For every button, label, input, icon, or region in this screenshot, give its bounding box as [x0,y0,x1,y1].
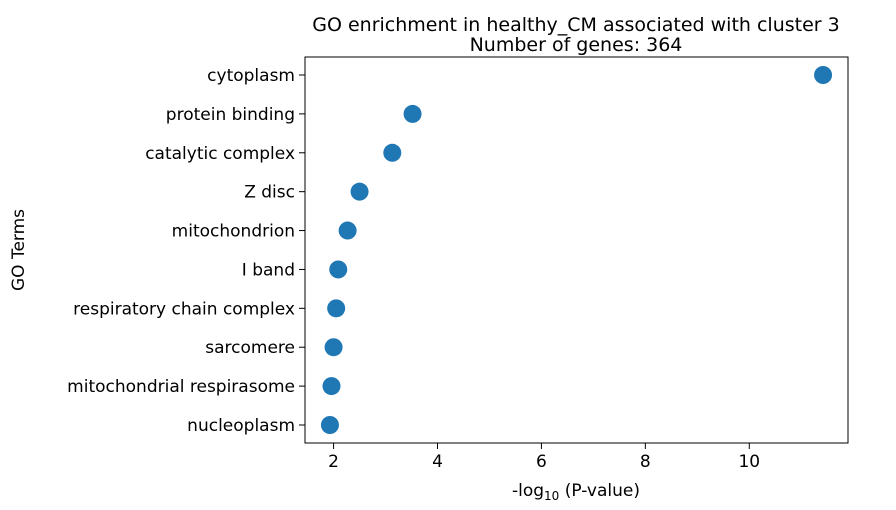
y-axis-label: GO Terms [9,209,29,291]
plot-area: 2 4 6 8 10 cytoplasm protein binding catalytic … [67,66,833,472]
chart-title: GO enrichment in healthy_CM associated w… [312,14,839,36]
axes-frame [304,56,849,444]
y-tick-label: mitochondrial respirasome [67,377,295,397]
x-tick-label: 8 [640,452,651,472]
x-tick-label: 4 [432,452,443,472]
data-point [383,143,402,162]
y-tick-label: respiratory chain complex [73,299,295,319]
y-tick-label: catalytic complex [145,144,295,164]
x-axis-label-rest: (P-value) [559,481,640,501]
y-tick-label: protein binding [166,105,295,125]
y-tick-label: cytoplasm [207,66,295,86]
x-axis-label-main: -log [512,481,544,501]
data-point [338,221,357,240]
chart-subtitle: Number of genes: 364 [470,34,683,56]
data-point [324,338,343,357]
y-tick-label: Z disc [244,183,295,203]
y-tick-label: mitochondrion [172,222,295,242]
x-axis-label-subscript: 10 [544,489,559,503]
x-tick-label: 2 [328,452,339,472]
y-tick-label: I band [242,260,295,280]
data-point [329,260,348,279]
x-axis-label: -log10 (P-value) [512,481,640,503]
data-point [814,66,833,84]
x-tick-label: 10 [738,452,760,472]
data-point [403,104,422,123]
y-tick-label: sarcomere [205,338,295,358]
data-point [350,182,369,201]
data-point [320,416,339,434]
y-tick-label: nucleoplasm [187,416,295,436]
data-point [327,299,346,318]
data-point [322,377,341,396]
x-tick-label: 6 [536,452,547,472]
